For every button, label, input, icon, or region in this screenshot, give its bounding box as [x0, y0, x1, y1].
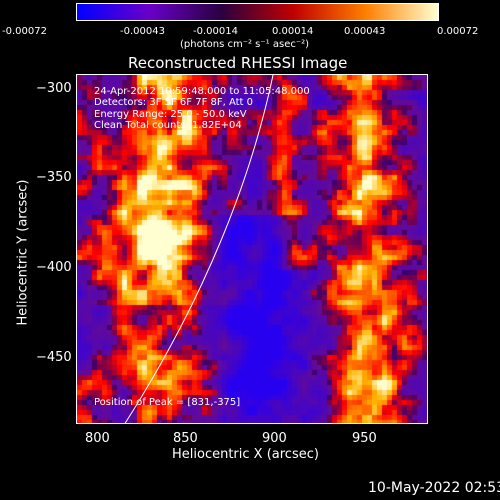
limb-overlay [124, 75, 274, 423]
rhessi-image-canvas [77, 75, 427, 423]
timestamp: 10-May-2022 02:53 [368, 480, 500, 496]
x-tick-4: 950 [352, 431, 377, 446]
plot-title: Reconstructed RHESSI Image [128, 54, 348, 72]
y-tick-3: −400 [36, 260, 72, 275]
y-axis-label: Heliocentric Y (arcsec) [15, 179, 31, 326]
colorbar-tick-3: -0.00014 [193, 26, 238, 37]
info-line-2: Detectors: 3F 5F 6F 7F 8F, Att 0 [94, 97, 254, 108]
x-tick-2: 850 [173, 431, 198, 446]
colorbar-tick-6: 0.00072 [437, 26, 479, 37]
info-line-4: Clean Total counts: 1.82E+04 [94, 120, 242, 131]
x-tick-3: 900 [262, 431, 287, 446]
colorbar-tick-1: -0.00072 [2, 26, 47, 37]
info-line-3: Energy Range: 25.0 - 50.0 keV [94, 109, 247, 120]
x-tick-1: 800 [85, 431, 110, 446]
rhessi-image-plot: 24-Apr-2012 10:59:48.000 to 11:05:48.000… [76, 74, 428, 424]
peak-position-text: Position of Peak = [831,-375] [94, 397, 241, 408]
y-tick-4: −450 [36, 350, 72, 365]
colorbar-tick-2: -0.00043 [120, 26, 165, 37]
colorbar [76, 3, 439, 21]
solar-limb-curve [124, 75, 274, 423]
colorbar-unit-label: (photons cm⁻² s⁻¹ asec⁻²) [180, 39, 310, 50]
x-axis-label: Heliocentric X (arcsec) [172, 447, 319, 462]
info-line-1: 24-Apr-2012 10:59:48.000 to 11:05:48.000 [94, 86, 310, 97]
y-tick-2: −350 [36, 170, 72, 185]
colorbar-tick-5: 0.00043 [344, 26, 386, 37]
y-tick-1: −300 [36, 81, 72, 96]
colorbar-tick-4: 0.00014 [272, 26, 314, 37]
